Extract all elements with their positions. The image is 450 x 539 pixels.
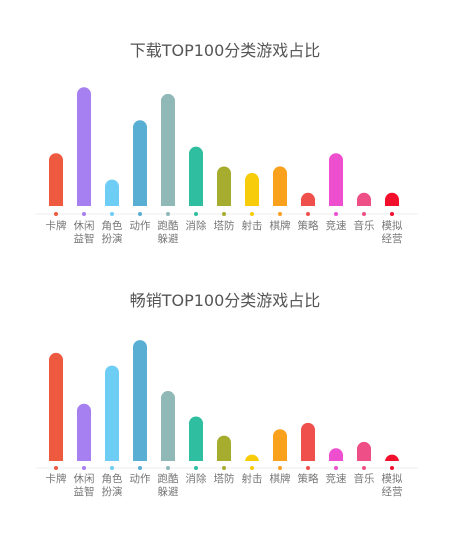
x-tick-label: 消除 [186, 472, 207, 485]
bar [301, 192, 315, 206]
bar [77, 87, 91, 206]
category-dot [334, 466, 338, 470]
x-tick-label: 动作 [130, 220, 151, 232]
x-tick-label: 塔防 [214, 219, 235, 232]
category-dot [110, 212, 114, 216]
category-dot [250, 212, 254, 216]
x-tick-label: 卡牌 [46, 219, 67, 232]
bar [77, 403, 91, 461]
bar [161, 391, 175, 461]
x-tick-label: 休闲益智 [74, 472, 95, 498]
category-dot [194, 212, 198, 216]
bar [133, 340, 147, 461]
bar [189, 416, 203, 461]
bar [105, 179, 119, 206]
category-dot [54, 212, 58, 216]
category-dot [362, 466, 366, 470]
x-tick-label: 塔防 [214, 472, 235, 485]
category-dot [138, 212, 142, 216]
x-tick-label: 休闲益智 [74, 219, 95, 245]
category-dot [306, 466, 310, 470]
category-dot [166, 212, 170, 216]
x-tick-label: 策略 [298, 219, 319, 232]
x-tick-label: 射击 [242, 219, 263, 232]
x-tick-label: 射击 [242, 472, 263, 485]
chart-title-revenue: 畅销TOP100分类游戏占比 [130, 291, 321, 310]
x-tick-label: 角色扮演 [102, 219, 123, 245]
bar [245, 454, 259, 462]
category-dot [306, 212, 310, 216]
bar [49, 352, 63, 461]
bar [301, 422, 315, 461]
bar [273, 429, 287, 461]
category-dot [82, 212, 86, 216]
x-tick-label: 模拟经营 [382, 472, 403, 498]
category-dot [82, 466, 86, 470]
category-dot [54, 466, 58, 470]
category-dot [250, 466, 254, 470]
category-dot [362, 212, 366, 216]
x-tick-label: 棋牌 [270, 219, 291, 232]
bar [357, 192, 371, 206]
x-tick-label: 竞速 [326, 219, 347, 232]
category-dot [390, 466, 394, 470]
x-tick-label: 竞速 [326, 472, 347, 485]
category-dot [110, 466, 114, 470]
bar [329, 448, 343, 461]
x-tick-label: 策略 [298, 472, 319, 485]
bar [273, 166, 287, 206]
category-dot [278, 212, 282, 216]
bar [161, 93, 175, 206]
bar [189, 146, 203, 206]
category-dot [194, 466, 198, 470]
bar [385, 192, 399, 206]
bar [245, 173, 259, 206]
bar [329, 153, 343, 206]
x-tick-label: 音乐 [354, 219, 375, 232]
x-tick-label: 模拟经营 [382, 219, 403, 245]
bar [217, 166, 231, 206]
bar [49, 153, 63, 206]
x-tick-label: 棋牌 [270, 472, 291, 485]
x-tick-label: 消除 [186, 219, 207, 232]
category-dot [334, 212, 338, 216]
x-tick-label: 卡牌 [46, 472, 67, 485]
x-tick-label: 动作 [130, 473, 151, 485]
bar [217, 435, 231, 461]
chart-title-download: 下载TOP100分类游戏占比 [130, 41, 321, 60]
category-dot [166, 466, 170, 470]
bar [105, 365, 119, 461]
category-dot [390, 212, 394, 216]
x-tick-label: 音乐 [354, 472, 375, 485]
x-tick-label: 跑酷躲避 [158, 219, 179, 245]
category-dot [278, 466, 282, 470]
bar [133, 120, 147, 206]
category-dot [222, 212, 226, 216]
category-dot [222, 466, 226, 470]
bar [357, 441, 371, 461]
x-tick-label: 角色扮演 [102, 472, 123, 498]
category-dot [138, 466, 142, 470]
x-tick-label: 跑酷躲避 [158, 472, 179, 498]
bar [385, 454, 399, 462]
